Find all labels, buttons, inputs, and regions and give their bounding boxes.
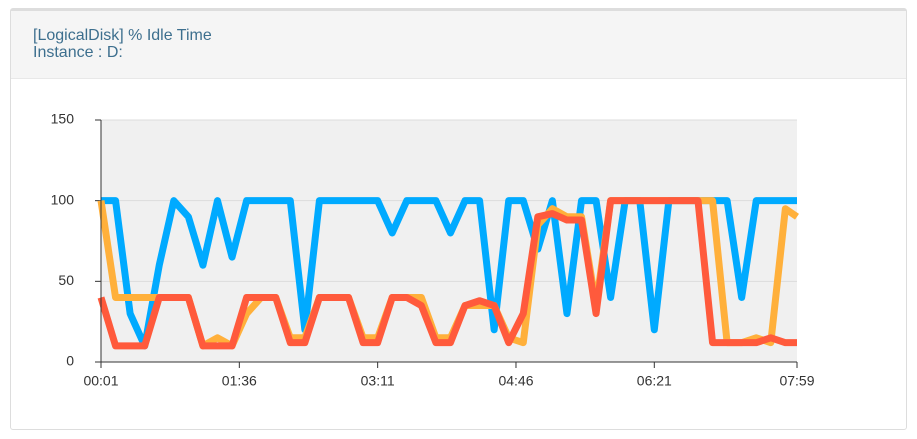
y-tick-label: 100 — [51, 191, 75, 207]
x-tick-label: 03:11 — [361, 373, 395, 389]
panel-subtitle: Instance : D: — [33, 44, 123, 61]
y-tick-label: 0 — [66, 353, 74, 369]
data-line — [97, 197, 797, 350]
x-tick-label: 07:59 — [779, 373, 814, 389]
panel-header: [LogicalDisk] % Idle Time Instance : D: — [11, 11, 906, 79]
x-tick-label: 00:01 — [83, 373, 118, 389]
x-tick-label: 01:36 — [222, 373, 257, 389]
y-tick-label: 50 — [58, 272, 74, 288]
x-tick-label: 06:21 — [637, 373, 672, 389]
y-tick-label: 150 — [51, 111, 75, 127]
plot-background — [101, 120, 797, 362]
x-tick-label: 04:46 — [498, 373, 533, 389]
panel-title: [LogicalDisk] % Idle Time — [33, 27, 212, 44]
